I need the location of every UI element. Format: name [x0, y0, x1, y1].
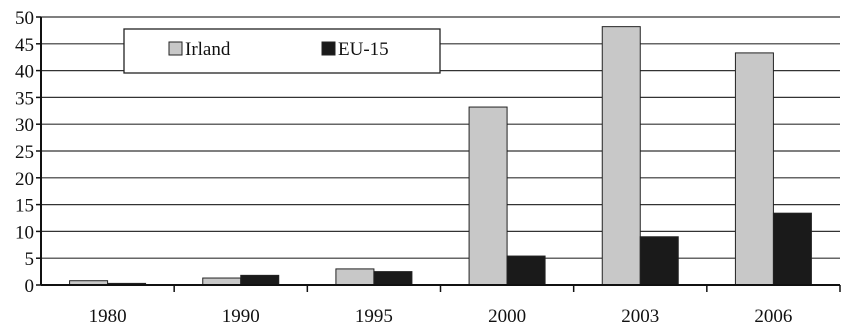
bar-irland-2000	[468, 106, 508, 286]
bars	[69, 26, 812, 286]
legend: Irland EU-15	[123, 28, 441, 74]
bar-irland-2003	[601, 26, 641, 286]
bar-irland-1995	[335, 268, 375, 286]
y-tick-label: 10	[15, 222, 34, 243]
y-tick-label: 25	[15, 142, 34, 163]
y-tick-labels: 0 5 10 15 20 25 30 35 40 45 50	[15, 8, 41, 297]
bar-irland-2006	[734, 52, 774, 286]
legend-label-irland: Irland	[185, 39, 231, 60]
bar-eu15-2000	[506, 255, 546, 286]
x-tick-label-2000: 2000	[488, 306, 526, 327]
x-tick-labels: 1980 1990 1995 2000 2003 2006	[89, 285, 841, 327]
x-tick-label-1990: 1990	[222, 306, 260, 327]
y-tick-label: 5	[25, 249, 35, 270]
legend-swatch-eu15	[321, 41, 336, 56]
y-tick-label: 30	[15, 115, 34, 136]
y-tick-label: 35	[15, 88, 34, 109]
y-tick-label: 40	[15, 62, 34, 83]
bar-eu15-2003	[639, 236, 679, 286]
x-tick-label-2006: 2006	[754, 306, 792, 327]
legend-swatch-irland	[168, 41, 183, 56]
bar-eu15-2006	[772, 212, 812, 286]
bar-irland-1990	[202, 277, 242, 286]
bar-eu15-1995	[373, 271, 413, 286]
y-tick-label: 45	[15, 35, 34, 56]
y-tick-label: 0	[25, 276, 35, 297]
x-tick-label-2003: 2003	[621, 306, 659, 327]
bar-eu15-1990	[240, 274, 280, 286]
y-tick-label: 20	[15, 169, 34, 190]
y-tick-label: 50	[15, 8, 34, 29]
y-tick-label: 15	[15, 196, 34, 217]
legend-label-eu15: EU-15	[338, 39, 389, 60]
x-tick-label-1995: 1995	[355, 306, 393, 327]
x-tick-label-1980: 1980	[89, 306, 127, 327]
